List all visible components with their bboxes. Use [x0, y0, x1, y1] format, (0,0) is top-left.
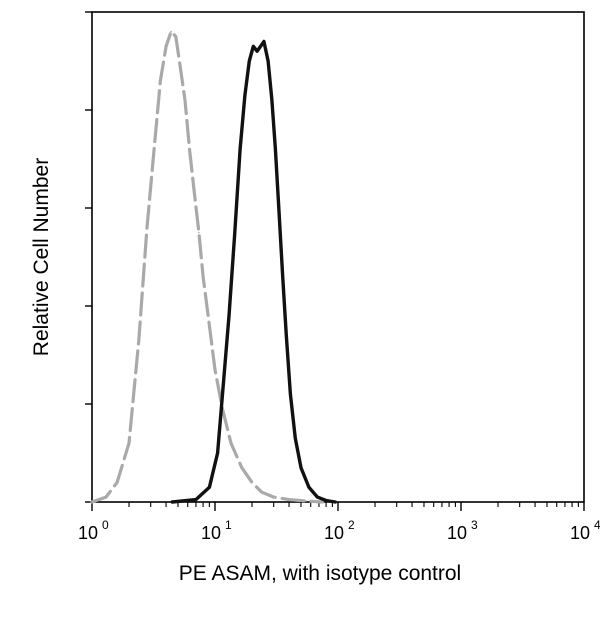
- data-point: [202, 275, 204, 278]
- data-point: [184, 99, 186, 101]
- data-point: [271, 99, 273, 101]
- data-point: [259, 45, 262, 48]
- data-point: [208, 486, 211, 489]
- data-point: [305, 500, 307, 502]
- data-point: [274, 148, 277, 150]
- data-point: [288, 498, 290, 501]
- data-point: [214, 368, 216, 371]
- data-point: [230, 442, 232, 445]
- data-point: [165, 45, 167, 48]
- data-point: [272, 496, 275, 498]
- data-point: [281, 275, 284, 278]
- data-point: [146, 226, 148, 229]
- data-point: [261, 491, 263, 494]
- data-point: [228, 315, 230, 317]
- x-tick-exponent: 1: [225, 518, 232, 532]
- data-point: [216, 452, 219, 454]
- data-point: [294, 437, 297, 440]
- data-point: [208, 324, 211, 327]
- data-point: [252, 45, 255, 48]
- data-point: [239, 148, 241, 150]
- data-point: [179, 65, 181, 67]
- data-point: [138, 339, 140, 342]
- data-point: [221, 393, 224, 396]
- data-point: [334, 501, 337, 503]
- x-tick-exponent: 3: [471, 518, 478, 532]
- data-point: [289, 393, 292, 396]
- x-tick-label: 10: [324, 523, 344, 543]
- x-tick-label: 10: [201, 523, 221, 543]
- data-point: [91, 501, 93, 503]
- data-point: [198, 231, 200, 234]
- data-point: [256, 50, 258, 52]
- data-point: [188, 148, 191, 150]
- data-point: [234, 231, 236, 234]
- data-point: [153, 148, 155, 150]
- data-point: [278, 207, 280, 209]
- data-point: [321, 501, 324, 503]
- data-point: [105, 496, 107, 498]
- data-point: [244, 94, 246, 97]
- data-point: [193, 192, 196, 195]
- data-point: [116, 481, 118, 484]
- isotype-control-series: [90, 30, 325, 504]
- data-point: [285, 334, 288, 337]
- data-point: [159, 79, 162, 82]
- data-point: [316, 496, 319, 498]
- data-point: [241, 466, 243, 469]
- series-layer: [90, 30, 337, 504]
- data-point: [325, 499, 327, 502]
- x-tick-label: 10: [447, 523, 467, 543]
- x-axis-label: PE ASAM, with isotype control: [179, 562, 461, 585]
- data-point: [171, 501, 174, 503]
- x-tick-exponent: 2: [348, 518, 355, 532]
- y-axis-label: Relative Cell Number: [30, 158, 53, 356]
- data-point: [263, 40, 265, 43]
- x-tick-exponent: 0: [102, 518, 109, 532]
- data-point: [175, 35, 177, 38]
- data-point: [170, 30, 172, 33]
- data-point: [308, 486, 310, 489]
- asam-series: [170, 39, 337, 504]
- x-tick-label: 10: [78, 523, 98, 543]
- x-tick-label: 10: [570, 523, 590, 543]
- data-point: [128, 442, 130, 445]
- data-point: [195, 498, 197, 501]
- x-axis-ticks: 10 0 10 1 10 2 10 3 10 4: [78, 502, 600, 543]
- plot-frame: [91, 11, 585, 503]
- data-point: [251, 481, 253, 484]
- data-point: [267, 60, 269, 62]
- x-tick-exponent: 4: [594, 518, 600, 532]
- data-point: [300, 466, 302, 469]
- data-point: [248, 60, 251, 62]
- y-axis-ticks: [85, 11, 92, 503]
